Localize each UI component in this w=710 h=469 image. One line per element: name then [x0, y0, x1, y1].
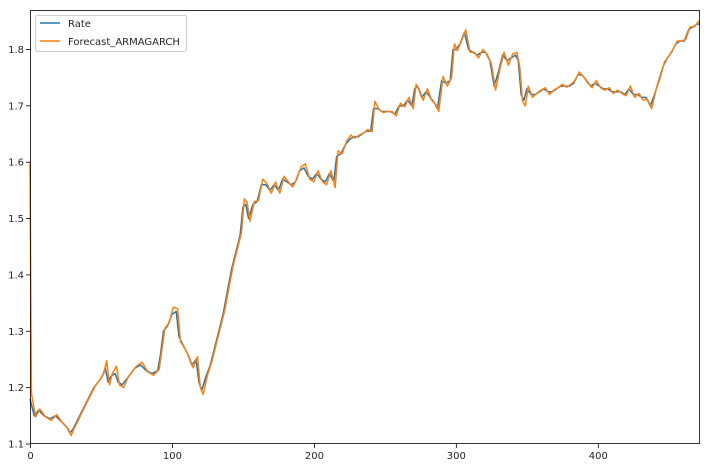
- y-axis: 1.1 1.2 1.3 1.4 1.5 1.6 1.7 1.8: [8, 45, 30, 451]
- x-tick-label: 300: [447, 451, 466, 462]
- y-tick-label: 1.1: [8, 440, 24, 451]
- legend-box: [35, 15, 187, 52]
- y-tick-label: 1.6: [8, 158, 24, 169]
- series-layer: [29, 20, 701, 437]
- y-tick-label: 1.5: [8, 214, 24, 225]
- plot-frame: [30, 10, 700, 444]
- plot-area: [30, 10, 700, 444]
- y-tick-label: 1.2: [8, 383, 24, 394]
- y-tick-label: 1.8: [8, 45, 24, 56]
- x-axis: 0 100 200 300 400: [27, 444, 608, 462]
- legend-label-forecast: Forecast_ARMAGARCH: [68, 37, 180, 48]
- y-tick-label: 1.4: [8, 270, 24, 281]
- x-tick-label: 0: [27, 451, 33, 462]
- legend: Rate Forecast_ARMAGARCH: [35, 15, 187, 52]
- y-tick-label: 1.3: [8, 327, 24, 338]
- series-line-forecast: [29, 20, 701, 437]
- x-tick-label: 400: [589, 451, 608, 462]
- x-tick-label: 100: [163, 451, 182, 462]
- y-tick-label: 1.7: [8, 101, 24, 112]
- legend-label-rate: Rate: [68, 19, 91, 30]
- x-tick-label: 200: [305, 451, 324, 462]
